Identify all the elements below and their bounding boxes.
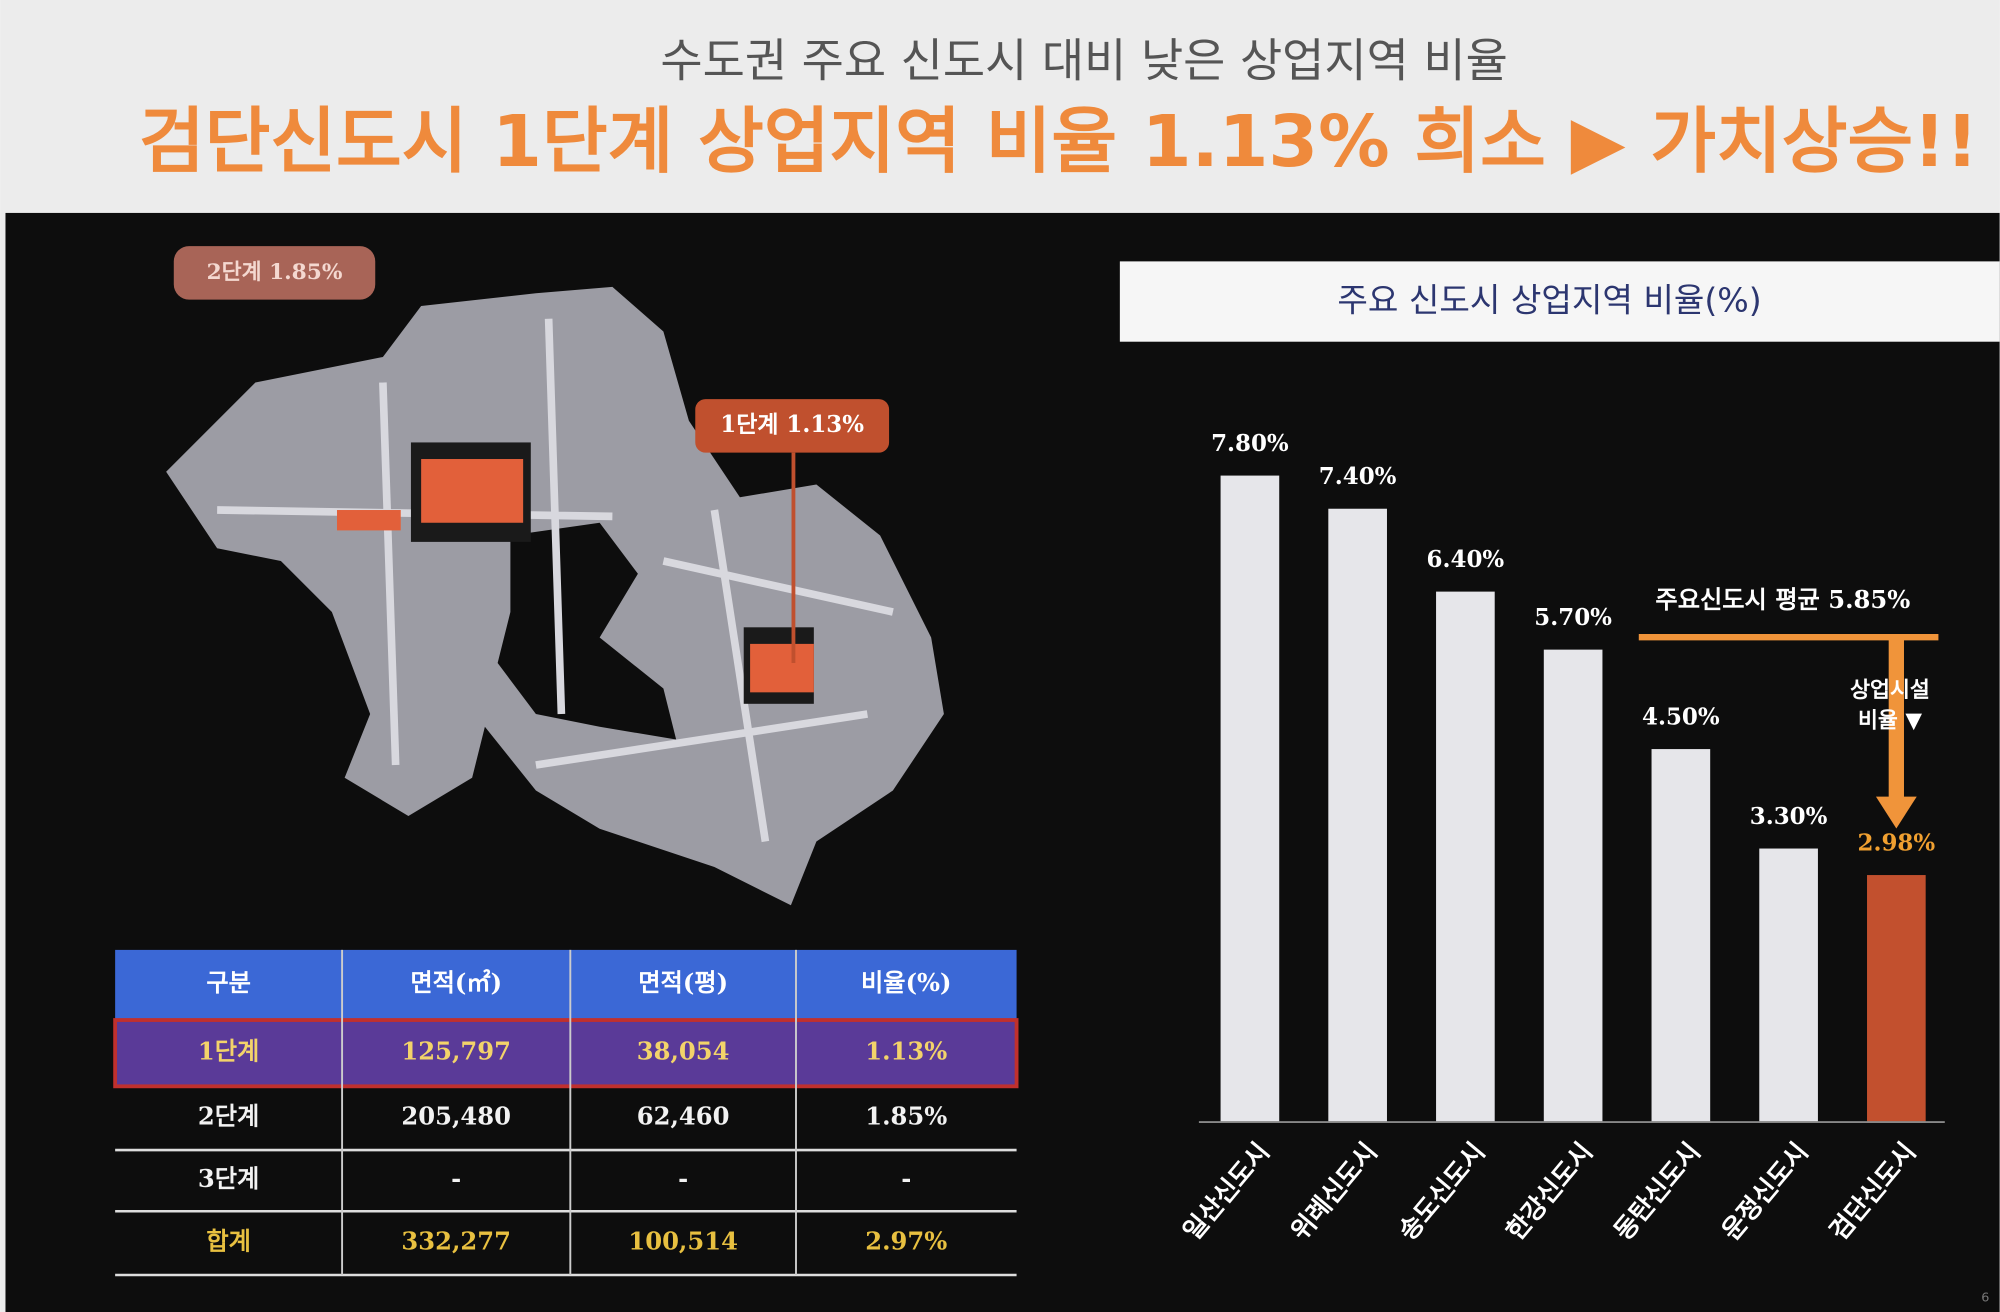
- table-cell: 332,277: [401, 1227, 511, 1256]
- map: 2단계 1.85% 1단계 1.13%: [166, 246, 944, 906]
- bar: [1651, 749, 1711, 1123]
- chart-title: 주요 신도시 상업지역 비율(%): [1337, 281, 1761, 320]
- value-label: 3.30%: [1750, 803, 1828, 830]
- bar: [1328, 508, 1387, 1123]
- table-header-cell: 구분: [206, 968, 251, 997]
- table-cell: 2단계: [198, 1102, 259, 1131]
- bar: [1220, 475, 1280, 1123]
- arrow-shaft: [1888, 639, 1904, 800]
- value-label: 2.98%: [1858, 829, 1936, 856]
- table-cell: -: [678, 1164, 688, 1193]
- value-label: 5.70%: [1534, 604, 1612, 631]
- table-header-cell: 면적(㎡): [410, 968, 502, 997]
- table-cell: 1.13%: [865, 1037, 947, 1066]
- table-header-cell: 비율(%): [861, 968, 952, 997]
- chart-title-box: [1119, 261, 2000, 342]
- annotation: 상업시설: [1850, 678, 1930, 703]
- arrow-head: [1875, 796, 1917, 829]
- table-cell: 38,054: [637, 1037, 730, 1066]
- map-label: 2단계 1.85%: [207, 260, 343, 285]
- value-label: 4.50%: [1642, 703, 1720, 730]
- value-label: 7.80%: [1211, 430, 1289, 457]
- page-number: 6: [1981, 1290, 1989, 1305]
- table-cell: 100,514: [628, 1227, 738, 1256]
- subtitle: 수도권 주요 신도시 대비 낮은 상업지역 비율: [660, 33, 1507, 87]
- table-cell: 1.85%: [865, 1102, 947, 1131]
- map-label: 1단계 1.13%: [720, 411, 864, 438]
- bar: [1543, 649, 1603, 1123]
- table-highlight-row: [113, 1018, 1019, 1089]
- table: 구분 면적(㎡) 면적(평) 비율(%) 1단계 125,797 38,054 1.13% 2단…: [113, 949, 1019, 1277]
- table-cell: 합계: [206, 1227, 251, 1256]
- bar: [1867, 875, 1926, 1123]
- value-label: 6.40%: [1427, 546, 1505, 573]
- table-cell: 125,797: [401, 1037, 511, 1066]
- table-cell: 62,460: [637, 1102, 730, 1131]
- table-cell: 1단계: [198, 1037, 259, 1066]
- map-label-box: [695, 399, 890, 453]
- zone-2: [421, 459, 524, 523]
- zone-2b: [336, 510, 401, 531]
- lake: [497, 522, 677, 740]
- bar: [1759, 848, 1818, 1123]
- table-cell: 3단계: [198, 1164, 259, 1193]
- table-cell: 2.97%: [865, 1227, 947, 1256]
- average-label: 주요신도시 평균 5.85%: [1655, 585, 1910, 614]
- map-label-box: [173, 246, 376, 300]
- table-cell: -: [451, 1164, 461, 1193]
- zone-1: [750, 643, 814, 693]
- table-cell: 205,480: [401, 1102, 511, 1131]
- title: 검단신도시 1단계 상업지역 비율 1.13% 희소 ▶ 가치상승!!: [139, 100, 1978, 183]
- annotation: 비율 ▼: [1858, 709, 1922, 734]
- table-header-bg: [115, 949, 1017, 1019]
- bar: [1436, 591, 1495, 1123]
- table-cell: -: [901, 1164, 911, 1193]
- value-label: 7.40%: [1319, 463, 1397, 490]
- table-header-cell: 면적(평): [638, 968, 728, 997]
